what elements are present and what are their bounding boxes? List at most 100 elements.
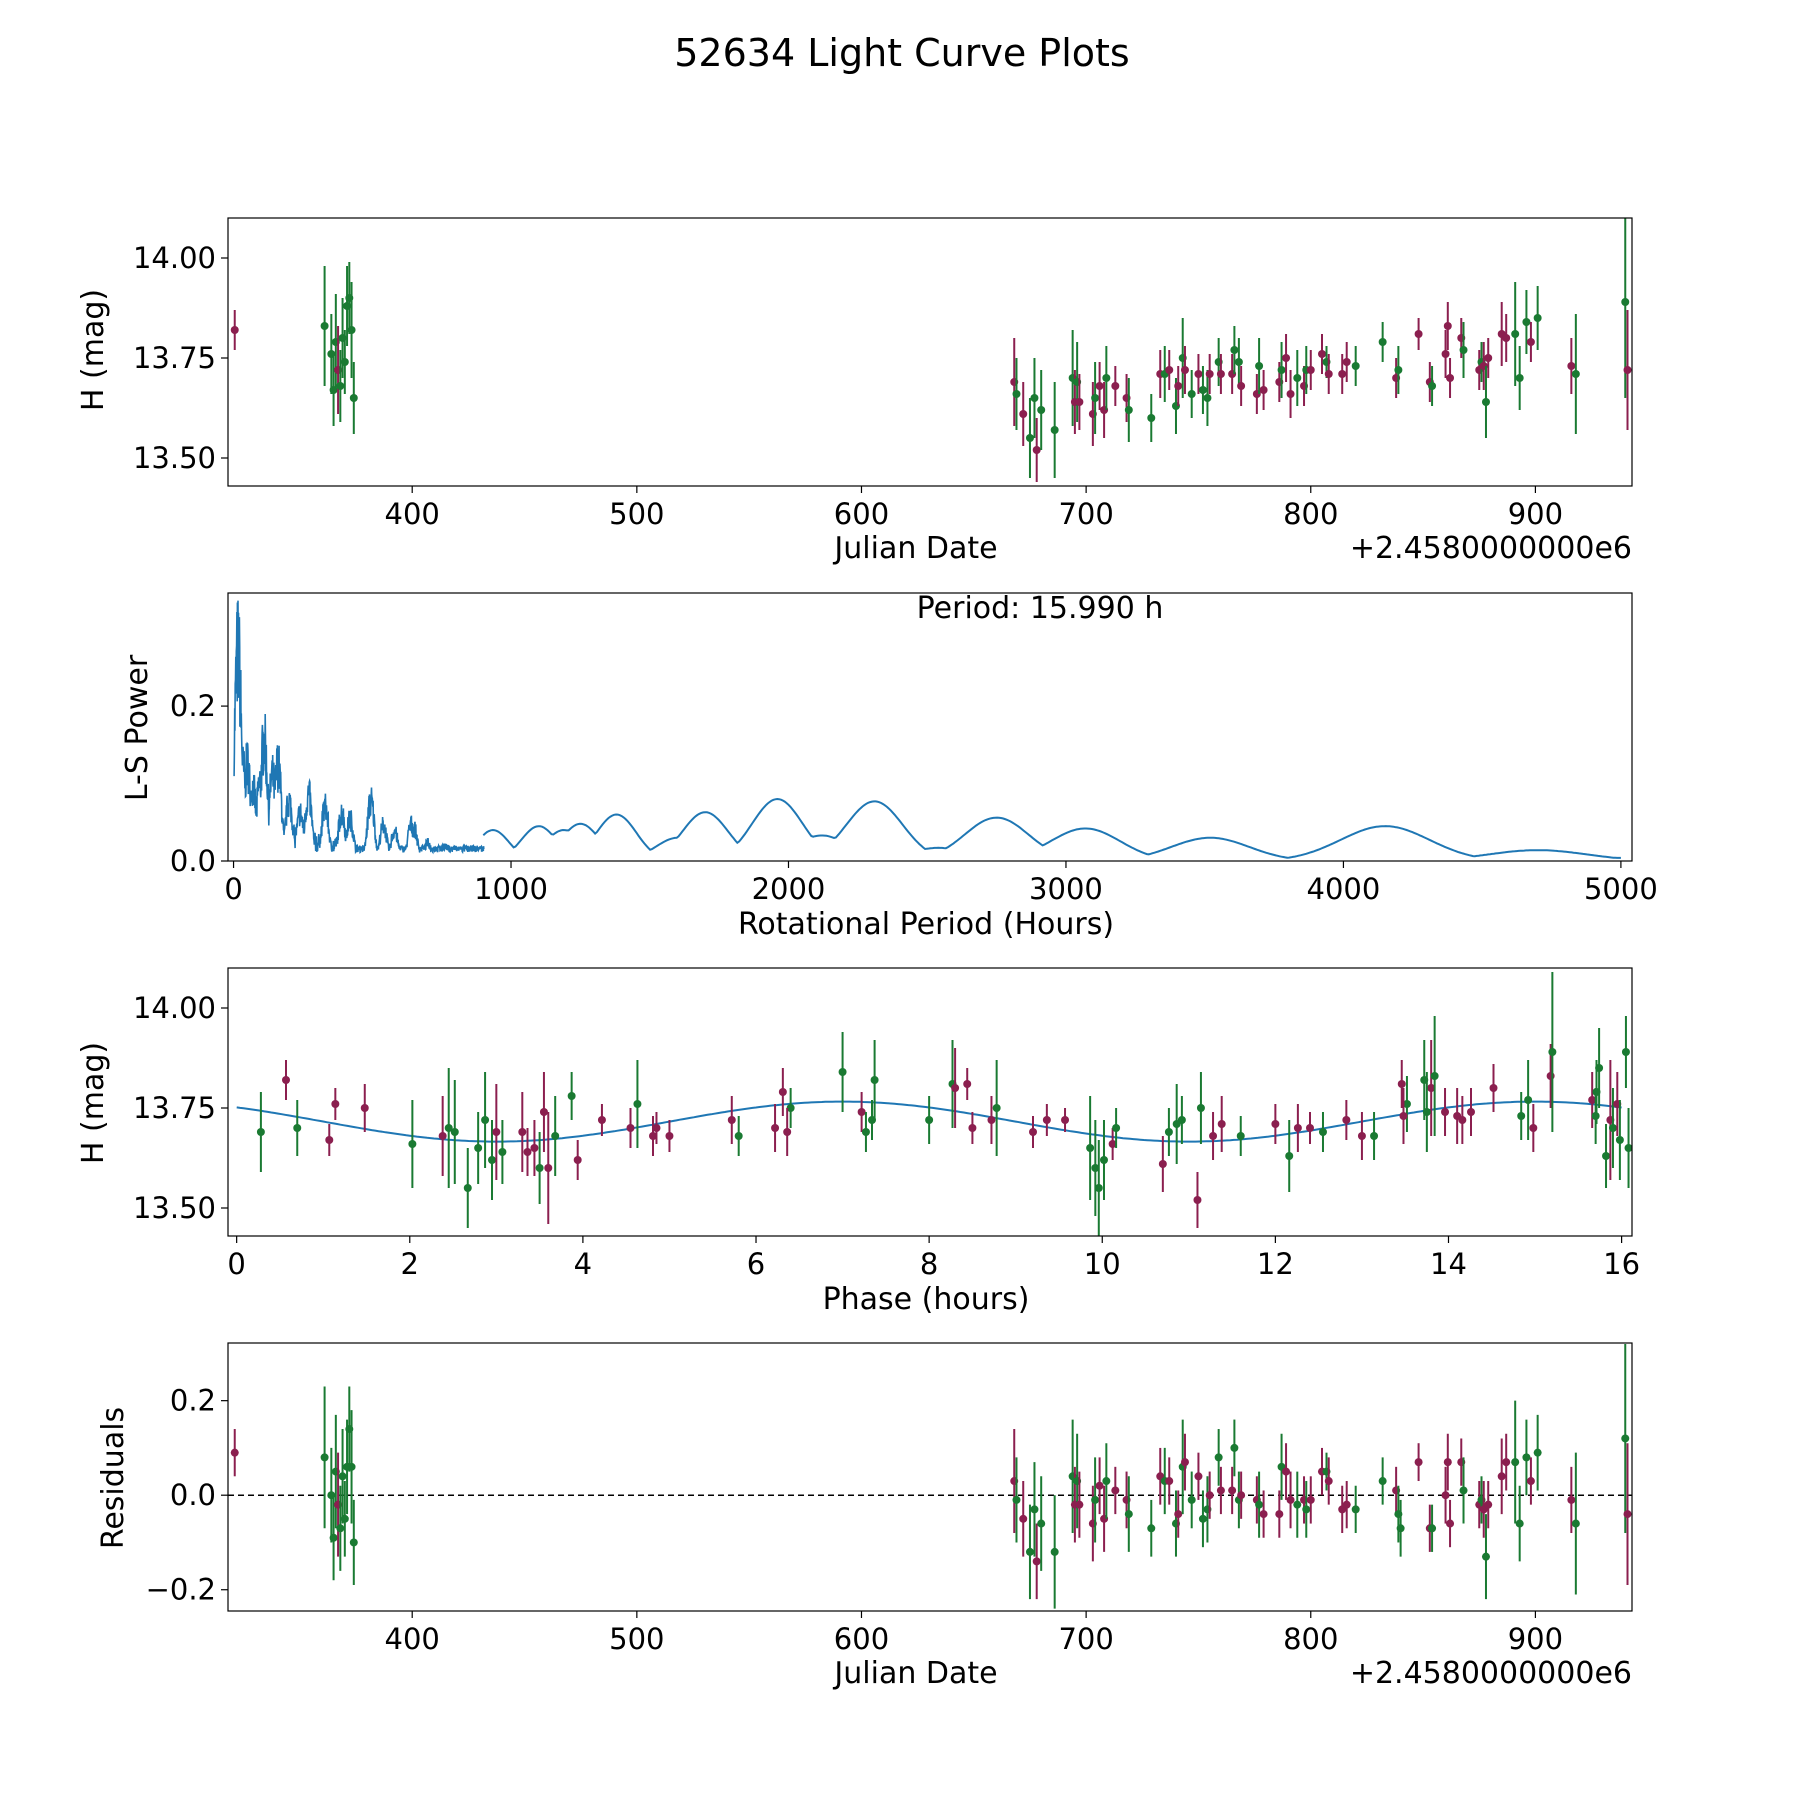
lightcurve-data-point bbox=[1515, 374, 1524, 382]
lightcurve-data-point bbox=[1102, 374, 1111, 382]
phased-data-point bbox=[544, 1164, 553, 1172]
periodogram-xtick-label: 3000 bbox=[1029, 872, 1103, 906]
residuals-data-point bbox=[1180, 1458, 1189, 1467]
phased-data-point bbox=[1029, 1128, 1038, 1136]
periodogram-marks: 0 1000 2000 3000 4000 5000 0.0 0.2 bbox=[170, 592, 1658, 906]
lightcurve-data-point bbox=[1174, 382, 1183, 390]
phased-ytick-label: 13.75 bbox=[133, 1091, 216, 1125]
lightcurve-data-point bbox=[1567, 362, 1576, 370]
phased-plot-area bbox=[236, 972, 1632, 1236]
residuals-data-point bbox=[1032, 1557, 1041, 1566]
phased-data-point bbox=[857, 1108, 866, 1116]
lightcurve-data-point bbox=[1165, 366, 1174, 374]
phased-data-point bbox=[498, 1148, 507, 1156]
phased-data-point bbox=[1524, 1096, 1533, 1104]
lightcurve-offset-label: +2.4580000000e6 bbox=[1350, 531, 1632, 566]
lightcurve-data-point bbox=[1342, 358, 1351, 366]
residuals-panel: Residuals Julian Date +2.4580000000e6 bbox=[96, 1407, 1632, 1691]
residuals-data-point bbox=[1198, 1514, 1207, 1523]
phased-data-point bbox=[1193, 1196, 1202, 1204]
residuals-data-point bbox=[1515, 1519, 1524, 1528]
phased-ylabel: H (mag) bbox=[76, 1042, 111, 1164]
lightcurve-data-point bbox=[1317, 350, 1326, 358]
residuals-data-point bbox=[1378, 1477, 1387, 1486]
lightcurve-data-point bbox=[1338, 370, 1347, 378]
phased-data-point bbox=[968, 1124, 977, 1132]
phased-data-point bbox=[1086, 1144, 1095, 1152]
phased-data-point bbox=[633, 1100, 642, 1108]
phased-data-point bbox=[1615, 1136, 1624, 1144]
phased-xtick-label: 2 bbox=[401, 1247, 419, 1281]
phased-data-point bbox=[1548, 1048, 1557, 1056]
lightcurve-data-point bbox=[1526, 338, 1535, 346]
phased-data-point bbox=[325, 1136, 334, 1144]
phased-data-point bbox=[1285, 1152, 1294, 1160]
phased-data-point bbox=[771, 1124, 780, 1132]
phased-data-point bbox=[1422, 1108, 1431, 1116]
phased-data-point bbox=[1458, 1116, 1467, 1124]
lightcurve-xtick-label: 500 bbox=[609, 497, 664, 531]
phased-data-point bbox=[1164, 1128, 1173, 1136]
phased-data-point bbox=[488, 1156, 497, 1164]
phased-data-point bbox=[870, 1076, 879, 1084]
periodogram-ylabel: L-S Power bbox=[120, 654, 155, 801]
phased-data-point bbox=[1209, 1132, 1218, 1140]
phased-data-point bbox=[1402, 1100, 1411, 1108]
phased-data-point bbox=[1370, 1132, 1379, 1140]
lightcurve-data-point bbox=[1306, 366, 1315, 374]
lightcurve-data-point bbox=[1075, 398, 1084, 406]
lightcurve-data-point bbox=[1234, 358, 1243, 366]
phased-xlabel: Phase (hours) bbox=[823, 1282, 1030, 1317]
lightcurve-data-point bbox=[1378, 338, 1387, 346]
phased-data-point bbox=[523, 1148, 532, 1156]
phased-xtick-label: 0 bbox=[227, 1247, 245, 1281]
periodogram-ytick-label: 0.2 bbox=[170, 689, 216, 723]
residuals-ylabel: Residuals bbox=[96, 1407, 131, 1549]
residuals-data-point bbox=[320, 1453, 329, 1462]
residuals-data-point bbox=[1497, 1472, 1506, 1481]
lightcurve-data-point bbox=[1459, 346, 1468, 354]
lightcurve-data-point bbox=[1293, 374, 1302, 382]
phased-data-point bbox=[1318, 1128, 1327, 1136]
lightcurve-data-point bbox=[1194, 370, 1203, 378]
lightcurve-data-point bbox=[1259, 386, 1268, 394]
lightcurve-data-point bbox=[1037, 406, 1046, 414]
periodogram-xtick-label: 0 bbox=[224, 872, 242, 906]
residuals-data-point bbox=[1324, 1477, 1333, 1486]
residuals-data-point bbox=[349, 1538, 358, 1547]
lightcurve-data-point bbox=[1351, 362, 1360, 370]
residuals-offset-label: +2.4580000000e6 bbox=[1350, 1656, 1632, 1691]
lightcurve-data-point bbox=[1414, 330, 1423, 338]
phased-xtick-label: 10 bbox=[1084, 1247, 1121, 1281]
lightcurve-data-point bbox=[1111, 382, 1120, 390]
phased-data-point bbox=[331, 1100, 340, 1108]
phased-data-point bbox=[665, 1132, 674, 1140]
phased-data-point bbox=[1112, 1124, 1121, 1132]
phased-data-point bbox=[1595, 1064, 1604, 1072]
residuals-data-point bbox=[1205, 1491, 1214, 1500]
lightcurve-data-point bbox=[230, 326, 239, 334]
phased-data-point bbox=[1602, 1152, 1611, 1160]
lightcurve-data-point bbox=[1180, 366, 1189, 374]
phased-data-point bbox=[861, 1128, 870, 1136]
residuals-data-point bbox=[338, 1472, 347, 1481]
lightcurve-data-point bbox=[1091, 394, 1100, 402]
phased-data-point bbox=[1466, 1108, 1475, 1116]
residuals-data-point bbox=[230, 1448, 239, 1457]
phased-data-point bbox=[1061, 1116, 1070, 1124]
lightcurve-data-point bbox=[1441, 350, 1450, 358]
phased-ytick-label: 14.00 bbox=[133, 991, 216, 1025]
phased-data-point bbox=[1399, 1112, 1408, 1120]
lightcurve-data-point bbox=[1511, 330, 1520, 338]
residuals-data-point bbox=[1037, 1519, 1046, 1528]
periodogram-xtick-label: 2000 bbox=[752, 872, 826, 906]
periodogram-axes-frame bbox=[227, 592, 1633, 862]
phased-data-point bbox=[535, 1164, 544, 1172]
residuals-data-point bbox=[1012, 1495, 1021, 1504]
residuals-axes-frame bbox=[227, 1342, 1633, 1612]
residuals-data-point bbox=[1484, 1500, 1493, 1509]
residuals-data-point bbox=[1441, 1491, 1450, 1500]
residuals-xlabel: Julian Date bbox=[832, 1656, 997, 1691]
